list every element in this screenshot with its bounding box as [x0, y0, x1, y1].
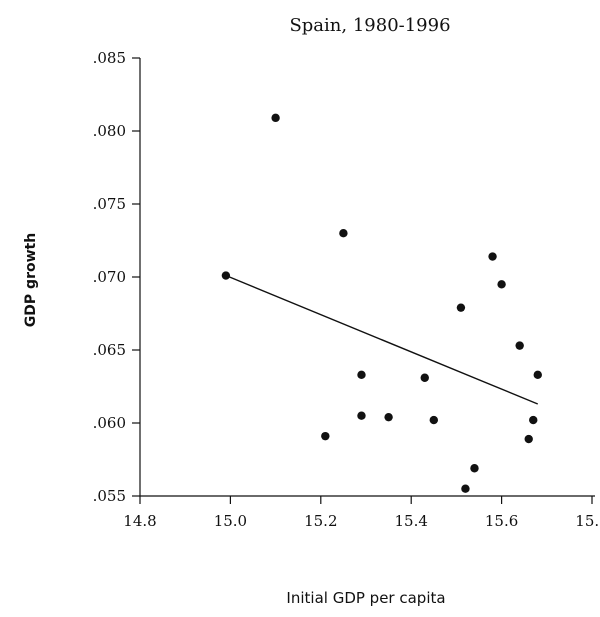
- data-point: [488, 252, 497, 261]
- x-tick-label: 15.4: [394, 512, 427, 530]
- x-ticks: 14.8 15.0 15.2 15.4 15.6 15.8: [123, 496, 600, 530]
- y-axis-line: [139, 58, 595, 497]
- y-tick-label: .080: [93, 122, 126, 140]
- chart-title: Spain, 1980-1996: [289, 15, 450, 36]
- y-tick-label: .070: [93, 268, 126, 286]
- y-tick-label: .060: [93, 414, 126, 432]
- y-tick-label: .085: [93, 49, 126, 67]
- y-tick-label: .055: [93, 487, 126, 505]
- fit-line-group: [225, 274, 539, 405]
- data-point: [533, 370, 542, 380]
- data-point: [420, 373, 429, 382]
- y-tick-label: .065: [93, 341, 126, 359]
- x-axis-title: Initial GDP per capita: [286, 589, 445, 607]
- data-point: [524, 434, 533, 444]
- data-point: [339, 229, 348, 238]
- axes: [139, 58, 595, 497]
- data-point: [515, 341, 524, 350]
- data-point: [461, 484, 470, 493]
- data-point: [529, 415, 538, 425]
- fit-line: [225, 274, 539, 405]
- data-point: [221, 271, 231, 280]
- x-tick-label: 15.0: [214, 512, 247, 530]
- points: [221, 113, 542, 493]
- data-point: [357, 411, 366, 420]
- x-tick-label: 15.8: [575, 512, 600, 530]
- data-point: [456, 303, 466, 312]
- x-tick-label: 15.6: [485, 512, 518, 530]
- y-ticks: .055 .060 .065 .070 .075 .080 .085: [93, 49, 140, 505]
- x-tick-label: 14.8: [123, 512, 156, 530]
- data-point: [497, 280, 506, 289]
- data-point: [384, 412, 393, 422]
- data-point: [321, 431, 330, 441]
- data-point: [271, 113, 280, 123]
- data-point: [470, 464, 479, 473]
- x-tick-label: 15.2: [304, 512, 337, 530]
- y-axis-title: GDP growth: [23, 233, 39, 327]
- data-point: [357, 370, 366, 380]
- y-tick-label: .075: [93, 195, 126, 213]
- data-point: [429, 415, 438, 425]
